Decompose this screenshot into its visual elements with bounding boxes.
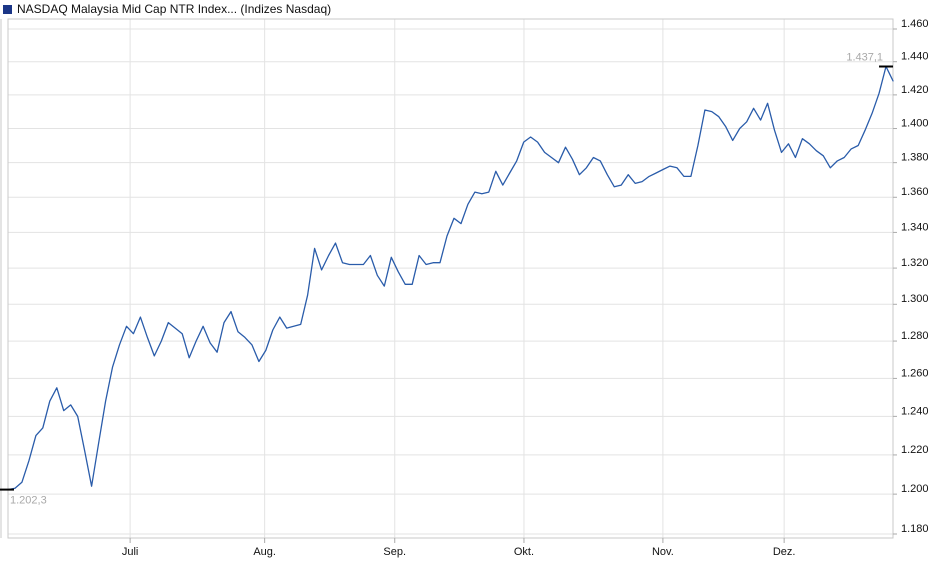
price-line-series xyxy=(7,65,894,491)
series-color-swatch-icon xyxy=(3,4,12,14)
y-tick-label: 1.180 xyxy=(901,523,929,535)
y-tick-label: 1.240 xyxy=(901,405,929,417)
max-value-annotation: 1.437,1 xyxy=(846,51,883,63)
y-tick-label: 1.440 xyxy=(901,51,929,63)
x-tick-label: Dez. xyxy=(773,546,796,558)
chart-title: NASDAQ Malaysia Mid Cap NTR Index... (In… xyxy=(17,2,332,16)
x-axis-month-labels: Juli Aug. Sep. Okt. Nov. Dez. xyxy=(122,546,796,558)
y-tick-label: 1.200 xyxy=(901,483,929,495)
y-tick-label: 1.260 xyxy=(901,367,929,379)
chart-gridlines xyxy=(8,19,893,538)
x-tick-label: Aug. xyxy=(253,546,276,558)
chart-legend: NASDAQ Malaysia Mid Cap NTR Index... (In… xyxy=(3,2,336,16)
y-tick-label: 1.320 xyxy=(901,257,929,269)
x-tick-label: Nov. xyxy=(652,546,674,558)
x-tick-label: Juli xyxy=(122,546,139,558)
y-tick-label: 1.460 xyxy=(901,18,929,30)
y-axis-labels: 1.460 1.440 1.420 1.400 1.380 1.360 1.340 1.320… xyxy=(901,18,929,535)
y-tick-label: 1.300 xyxy=(901,293,929,305)
axis-tick-marks xyxy=(0,28,897,543)
value-annotations: 1.202,3 1.437,1 xyxy=(10,51,883,506)
y-tick-label: 1.420 xyxy=(901,84,929,96)
y-tick-label: 1.400 xyxy=(901,117,929,129)
y-tick-label: 1.340 xyxy=(901,221,929,233)
x-tick-label: Sep. xyxy=(383,546,406,558)
x-tick-label: Okt. xyxy=(514,546,534,558)
y-tick-label: 1.220 xyxy=(901,444,929,456)
y-tick-label: 1.360 xyxy=(901,186,929,198)
first-value-annotation: 1.202,3 xyxy=(10,495,47,507)
chart-plot-border xyxy=(0,18,894,539)
y-tick-label: 1.380 xyxy=(901,152,929,164)
y-tick-label: 1.280 xyxy=(901,330,929,342)
